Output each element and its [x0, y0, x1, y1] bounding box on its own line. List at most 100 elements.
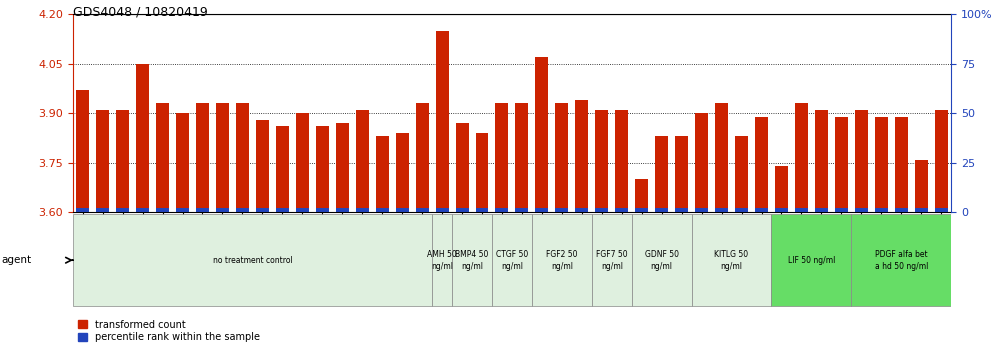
- Bar: [395, 133, 408, 212]
- Bar: [616, 110, 628, 212]
- Bar: [596, 110, 609, 212]
- Bar: [735, 136, 748, 212]
- Bar: [97, 209, 110, 212]
- Text: agent: agent: [1, 255, 31, 265]
- Bar: [516, 103, 529, 212]
- Bar: [415, 209, 428, 212]
- Text: FGF2 50
ng/ml: FGF2 50 ng/ml: [546, 250, 578, 270]
- Bar: [874, 116, 887, 212]
- Bar: [934, 209, 947, 212]
- Text: LIF 50 ng/ml: LIF 50 ng/ml: [788, 256, 835, 265]
- Text: FGF7 50
ng/ml: FGF7 50 ng/ml: [596, 250, 627, 270]
- Bar: [715, 209, 728, 212]
- Bar: [455, 123, 468, 212]
- Bar: [795, 209, 808, 212]
- Bar: [256, 209, 269, 212]
- Bar: [576, 100, 589, 212]
- Bar: [894, 116, 907, 212]
- Bar: [77, 209, 90, 212]
- Bar: [596, 209, 609, 212]
- Bar: [695, 209, 708, 212]
- Bar: [655, 136, 668, 212]
- Legend: transformed count, percentile rank within the sample: transformed count, percentile rank withi…: [78, 320, 260, 342]
- Text: GDS4048 / 10820419: GDS4048 / 10820419: [73, 5, 207, 18]
- Text: KITLG 50
ng/ml: KITLG 50 ng/ml: [714, 250, 749, 270]
- Text: GDNF 50
ng/ml: GDNF 50 ng/ml: [644, 250, 678, 270]
- Bar: [475, 133, 488, 212]
- Bar: [675, 136, 688, 212]
- Bar: [77, 90, 90, 212]
- Text: CTGF 50
ng/ml: CTGF 50 ng/ml: [496, 250, 528, 270]
- Text: AMH 50
ng/ml: AMH 50 ng/ml: [427, 250, 457, 270]
- Bar: [855, 110, 868, 212]
- Bar: [117, 110, 129, 212]
- Bar: [755, 209, 768, 212]
- Bar: [715, 103, 728, 212]
- Bar: [97, 110, 110, 212]
- Text: PDGF alfa bet
a hd 50 ng/ml: PDGF alfa bet a hd 50 ng/ml: [874, 250, 928, 270]
- Bar: [695, 113, 708, 212]
- Bar: [276, 209, 289, 212]
- Bar: [835, 116, 848, 212]
- Bar: [176, 113, 189, 212]
- Bar: [495, 209, 508, 212]
- Bar: [592, 214, 631, 306]
- Bar: [795, 103, 808, 212]
- Bar: [356, 209, 369, 212]
- Bar: [635, 179, 648, 212]
- Bar: [375, 136, 388, 212]
- Bar: [196, 103, 209, 212]
- Bar: [691, 214, 772, 306]
- Bar: [852, 214, 951, 306]
- Bar: [452, 214, 492, 306]
- Bar: [772, 214, 852, 306]
- Bar: [655, 209, 668, 212]
- Bar: [435, 31, 448, 212]
- Bar: [435, 209, 448, 212]
- Bar: [117, 209, 129, 212]
- Bar: [855, 209, 868, 212]
- Bar: [516, 209, 529, 212]
- Bar: [156, 103, 169, 212]
- Bar: [455, 209, 468, 212]
- Bar: [375, 209, 388, 212]
- Bar: [536, 57, 549, 212]
- Bar: [635, 209, 648, 212]
- Bar: [492, 214, 532, 306]
- Bar: [276, 126, 289, 212]
- Bar: [356, 110, 369, 212]
- Bar: [156, 209, 169, 212]
- Bar: [536, 209, 549, 212]
- Text: BMP4 50
ng/ml: BMP4 50 ng/ml: [455, 250, 489, 270]
- Bar: [296, 209, 309, 212]
- Bar: [874, 209, 887, 212]
- Bar: [914, 160, 927, 212]
- Bar: [914, 209, 927, 212]
- Bar: [475, 209, 488, 212]
- Bar: [216, 103, 229, 212]
- Bar: [236, 209, 249, 212]
- Bar: [576, 209, 589, 212]
- Bar: [432, 214, 452, 306]
- Bar: [775, 166, 788, 212]
- Bar: [735, 209, 748, 212]
- Bar: [256, 120, 269, 212]
- Bar: [296, 113, 309, 212]
- Bar: [316, 126, 329, 212]
- Bar: [136, 64, 149, 212]
- Bar: [894, 209, 907, 212]
- Bar: [556, 103, 569, 212]
- Bar: [755, 116, 768, 212]
- Bar: [495, 103, 508, 212]
- Bar: [176, 209, 189, 212]
- Bar: [395, 209, 408, 212]
- Bar: [616, 209, 628, 212]
- Bar: [336, 209, 349, 212]
- Bar: [73, 214, 432, 306]
- Text: no treatment control: no treatment control: [212, 256, 292, 265]
- Bar: [136, 209, 149, 212]
- Bar: [815, 110, 828, 212]
- Bar: [675, 209, 688, 212]
- Bar: [532, 214, 592, 306]
- Bar: [934, 110, 947, 212]
